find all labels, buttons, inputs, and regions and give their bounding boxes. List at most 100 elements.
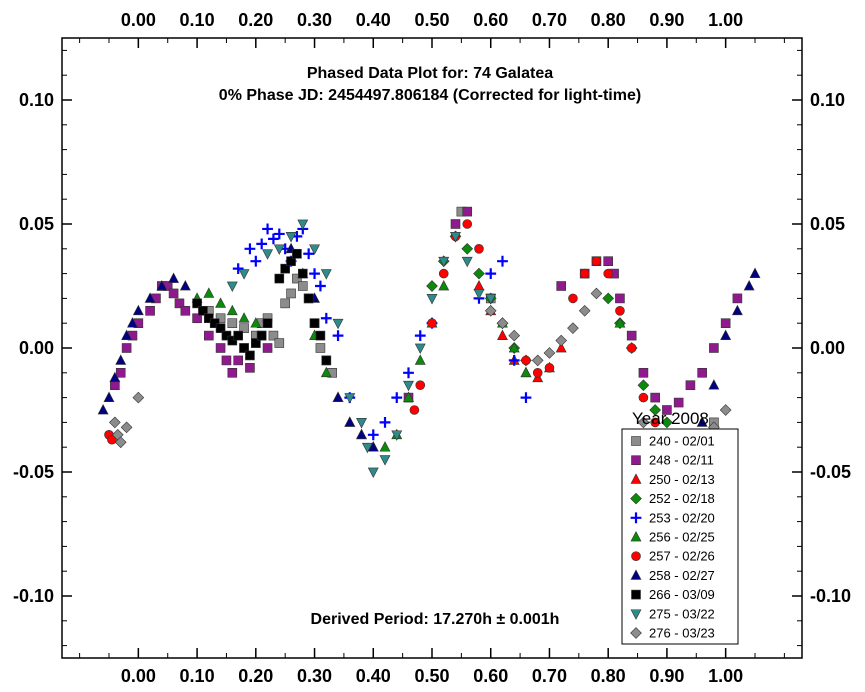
point-266	[209, 318, 220, 329]
point-256	[379, 441, 391, 452]
x-tick-label-bottom: 0.90	[649, 666, 684, 686]
point-253	[315, 280, 326, 292]
point-248	[720, 318, 731, 329]
point-276	[590, 287, 603, 300]
point-248	[168, 288, 179, 299]
legend-marker	[630, 627, 642, 639]
point-275	[367, 467, 379, 479]
point-240	[268, 330, 279, 341]
point-240	[280, 298, 290, 309]
point-266	[274, 273, 285, 284]
legend-marker	[631, 436, 641, 446]
point-240	[286, 288, 296, 299]
legend-marker	[631, 589, 641, 600]
legend-label: 250 - 02/13	[649, 472, 715, 487]
point-266	[286, 256, 296, 267]
x-tick-label-top: 0.00	[121, 10, 156, 30]
x-tick-label-bottom: 0.80	[591, 666, 626, 686]
point-266	[215, 323, 226, 333]
legend-label: 256 - 02/25	[649, 530, 715, 545]
legend-marker	[630, 530, 642, 542]
point-253	[244, 243, 256, 255]
point-252	[602, 292, 615, 305]
point-276	[578, 304, 591, 317]
legend-marker	[630, 512, 642, 524]
point-248	[174, 298, 185, 309]
point-252	[661, 416, 673, 429]
point-248	[673, 397, 684, 408]
point-240	[215, 313, 226, 324]
x-tick-label-top: 0.80	[591, 10, 626, 30]
point-248	[233, 355, 243, 366]
point-257	[427, 318, 437, 329]
point-248	[709, 343, 719, 353]
point-248	[626, 330, 637, 341]
point-258	[356, 428, 367, 440]
legend-label: 266 - 03/09	[649, 587, 715, 602]
point-266	[239, 343, 249, 353]
point-266	[245, 350, 255, 361]
point-248	[262, 343, 273, 353]
point-257	[615, 305, 625, 316]
point-248	[204, 330, 214, 341]
point-256	[203, 287, 215, 298]
point-266	[292, 248, 302, 259]
point-257	[591, 256, 602, 267]
point-275	[320, 269, 332, 280]
point-256	[614, 317, 626, 328]
point-253	[391, 392, 403, 403]
x-tick-label-top: 0.50	[414, 10, 449, 30]
legend-marker	[630, 473, 642, 484]
point-266	[251, 338, 261, 348]
point-252	[461, 242, 474, 255]
x-tick-label-top: 0.20	[238, 10, 273, 30]
point-275	[285, 232, 297, 243]
point-248	[227, 367, 238, 378]
y-tick-label-right: -0.10	[810, 586, 851, 606]
point-257	[603, 268, 613, 279]
point-257	[544, 363, 555, 373]
point-276	[484, 304, 497, 317]
point-276	[637, 416, 650, 429]
x-tick-label-bottom: 0.00	[121, 666, 156, 686]
point-258	[708, 379, 720, 390]
point-275	[262, 249, 274, 260]
point-266	[315, 330, 326, 341]
point-253	[309, 268, 320, 279]
point-275	[332, 318, 344, 330]
point-248	[462, 206, 473, 217]
point-248	[662, 405, 672, 415]
point-252	[637, 379, 650, 392]
point-253	[320, 312, 332, 324]
point-276	[508, 329, 521, 342]
point-257	[638, 392, 649, 403]
x-tick-label-bottom: 0.20	[238, 666, 273, 686]
x-tick-label-top: 0.40	[356, 10, 391, 30]
point-253	[268, 233, 279, 245]
point-275	[391, 430, 403, 441]
y-tick-label-left: 0.00	[19, 338, 54, 358]
legend-marker	[630, 492, 642, 505]
point-248	[650, 392, 660, 403]
point-257	[462, 219, 473, 229]
chart-title: Phased Data Plot for: 74 Galatea	[307, 65, 553, 82]
point-258	[156, 279, 168, 291]
point-248	[697, 367, 707, 378]
x-tick-label-bottom: 0.40	[356, 666, 391, 686]
point-275	[450, 232, 461, 243]
point-248	[603, 256, 613, 267]
point-257	[626, 343, 637, 353]
point-248	[615, 293, 625, 304]
point-266	[192, 298, 202, 309]
point-256	[438, 279, 450, 291]
point-266	[198, 305, 208, 316]
point-275	[297, 219, 309, 231]
point-256	[403, 391, 414, 402]
point-276	[567, 322, 579, 334]
point-266	[280, 263, 290, 274]
point-258	[731, 304, 743, 316]
point-253	[332, 330, 344, 341]
x-tick-label-top: 0.70	[532, 10, 567, 30]
legend-label: 240 - 02/01	[649, 434, 715, 449]
